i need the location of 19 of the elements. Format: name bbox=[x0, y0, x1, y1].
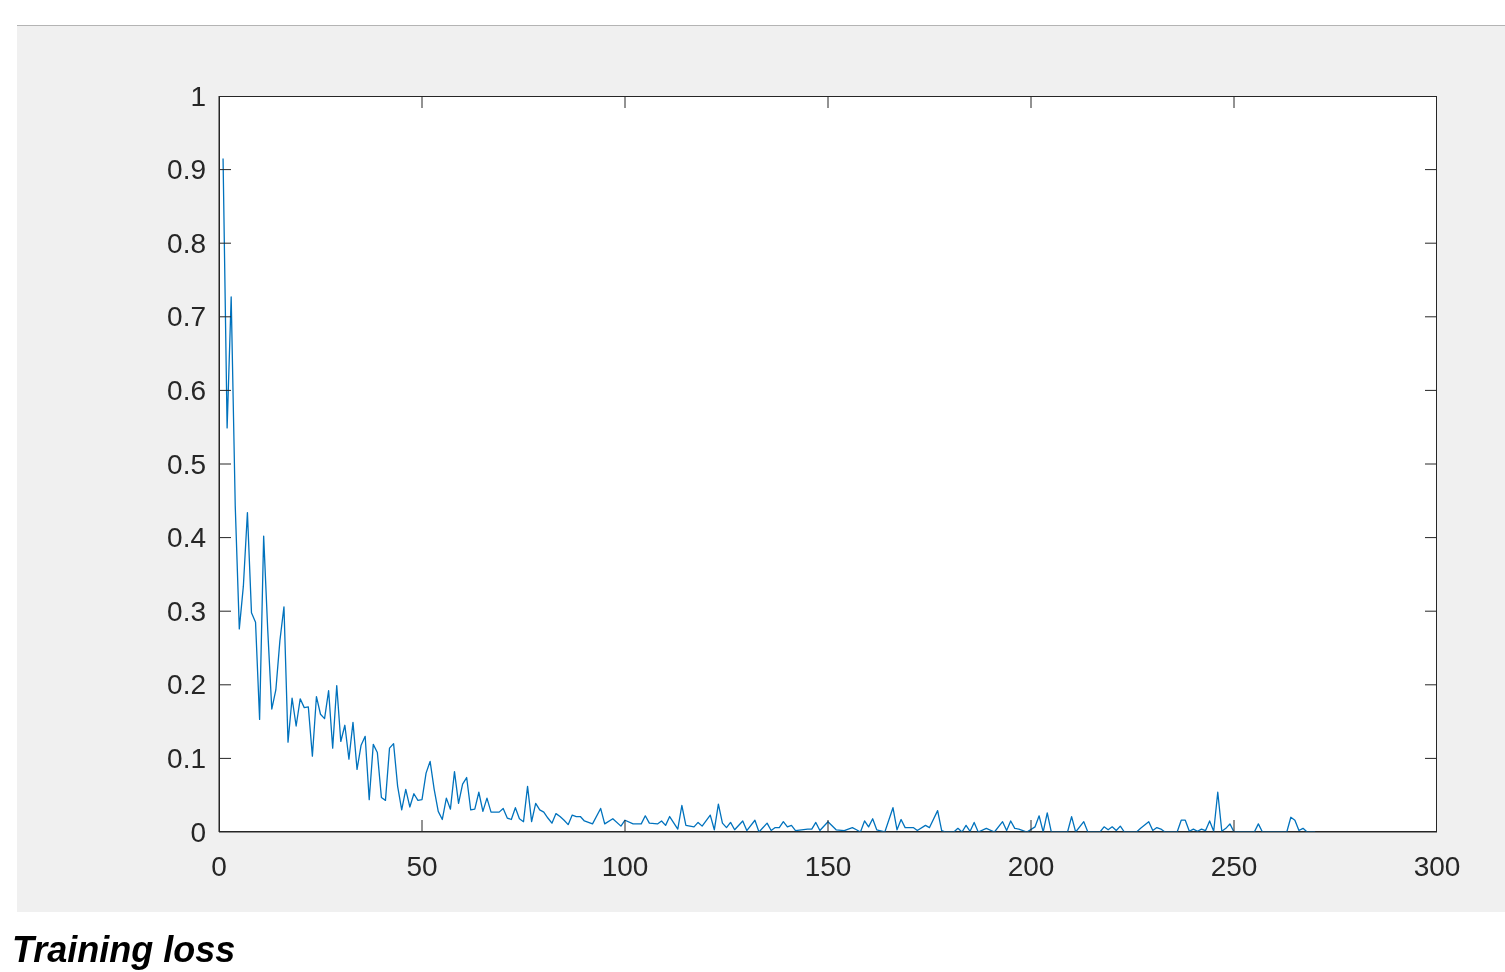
x-tick-label: 50 bbox=[406, 850, 438, 882]
x-tick-label: 300 bbox=[1413, 850, 1461, 882]
y-tick-label: 0.4 bbox=[167, 522, 206, 554]
x-tick-label: 250 bbox=[1210, 850, 1258, 882]
y-tick-label: 0.9 bbox=[167, 154, 206, 186]
y-tick-label: 0.7 bbox=[167, 301, 206, 333]
y-tick-label: 0 bbox=[190, 816, 206, 848]
x-tick-label: 150 bbox=[804, 850, 852, 882]
y-tick-label: 1 bbox=[190, 80, 206, 112]
text: Training loss bbox=[12, 929, 236, 970]
x-tick-label: 0 bbox=[211, 850, 227, 882]
x-tick-label: 100 bbox=[601, 850, 649, 882]
y-tick-label: 0.3 bbox=[167, 595, 206, 627]
y-tick-label: 0.1 bbox=[167, 742, 206, 774]
y-tick-label: 0.8 bbox=[167, 227, 206, 259]
y-tick-label: 0.5 bbox=[167, 448, 206, 480]
x-tick-label: 200 bbox=[1007, 850, 1055, 882]
y-tick-label: 0.6 bbox=[167, 374, 206, 406]
y-tick-label: 0.2 bbox=[167, 669, 206, 701]
